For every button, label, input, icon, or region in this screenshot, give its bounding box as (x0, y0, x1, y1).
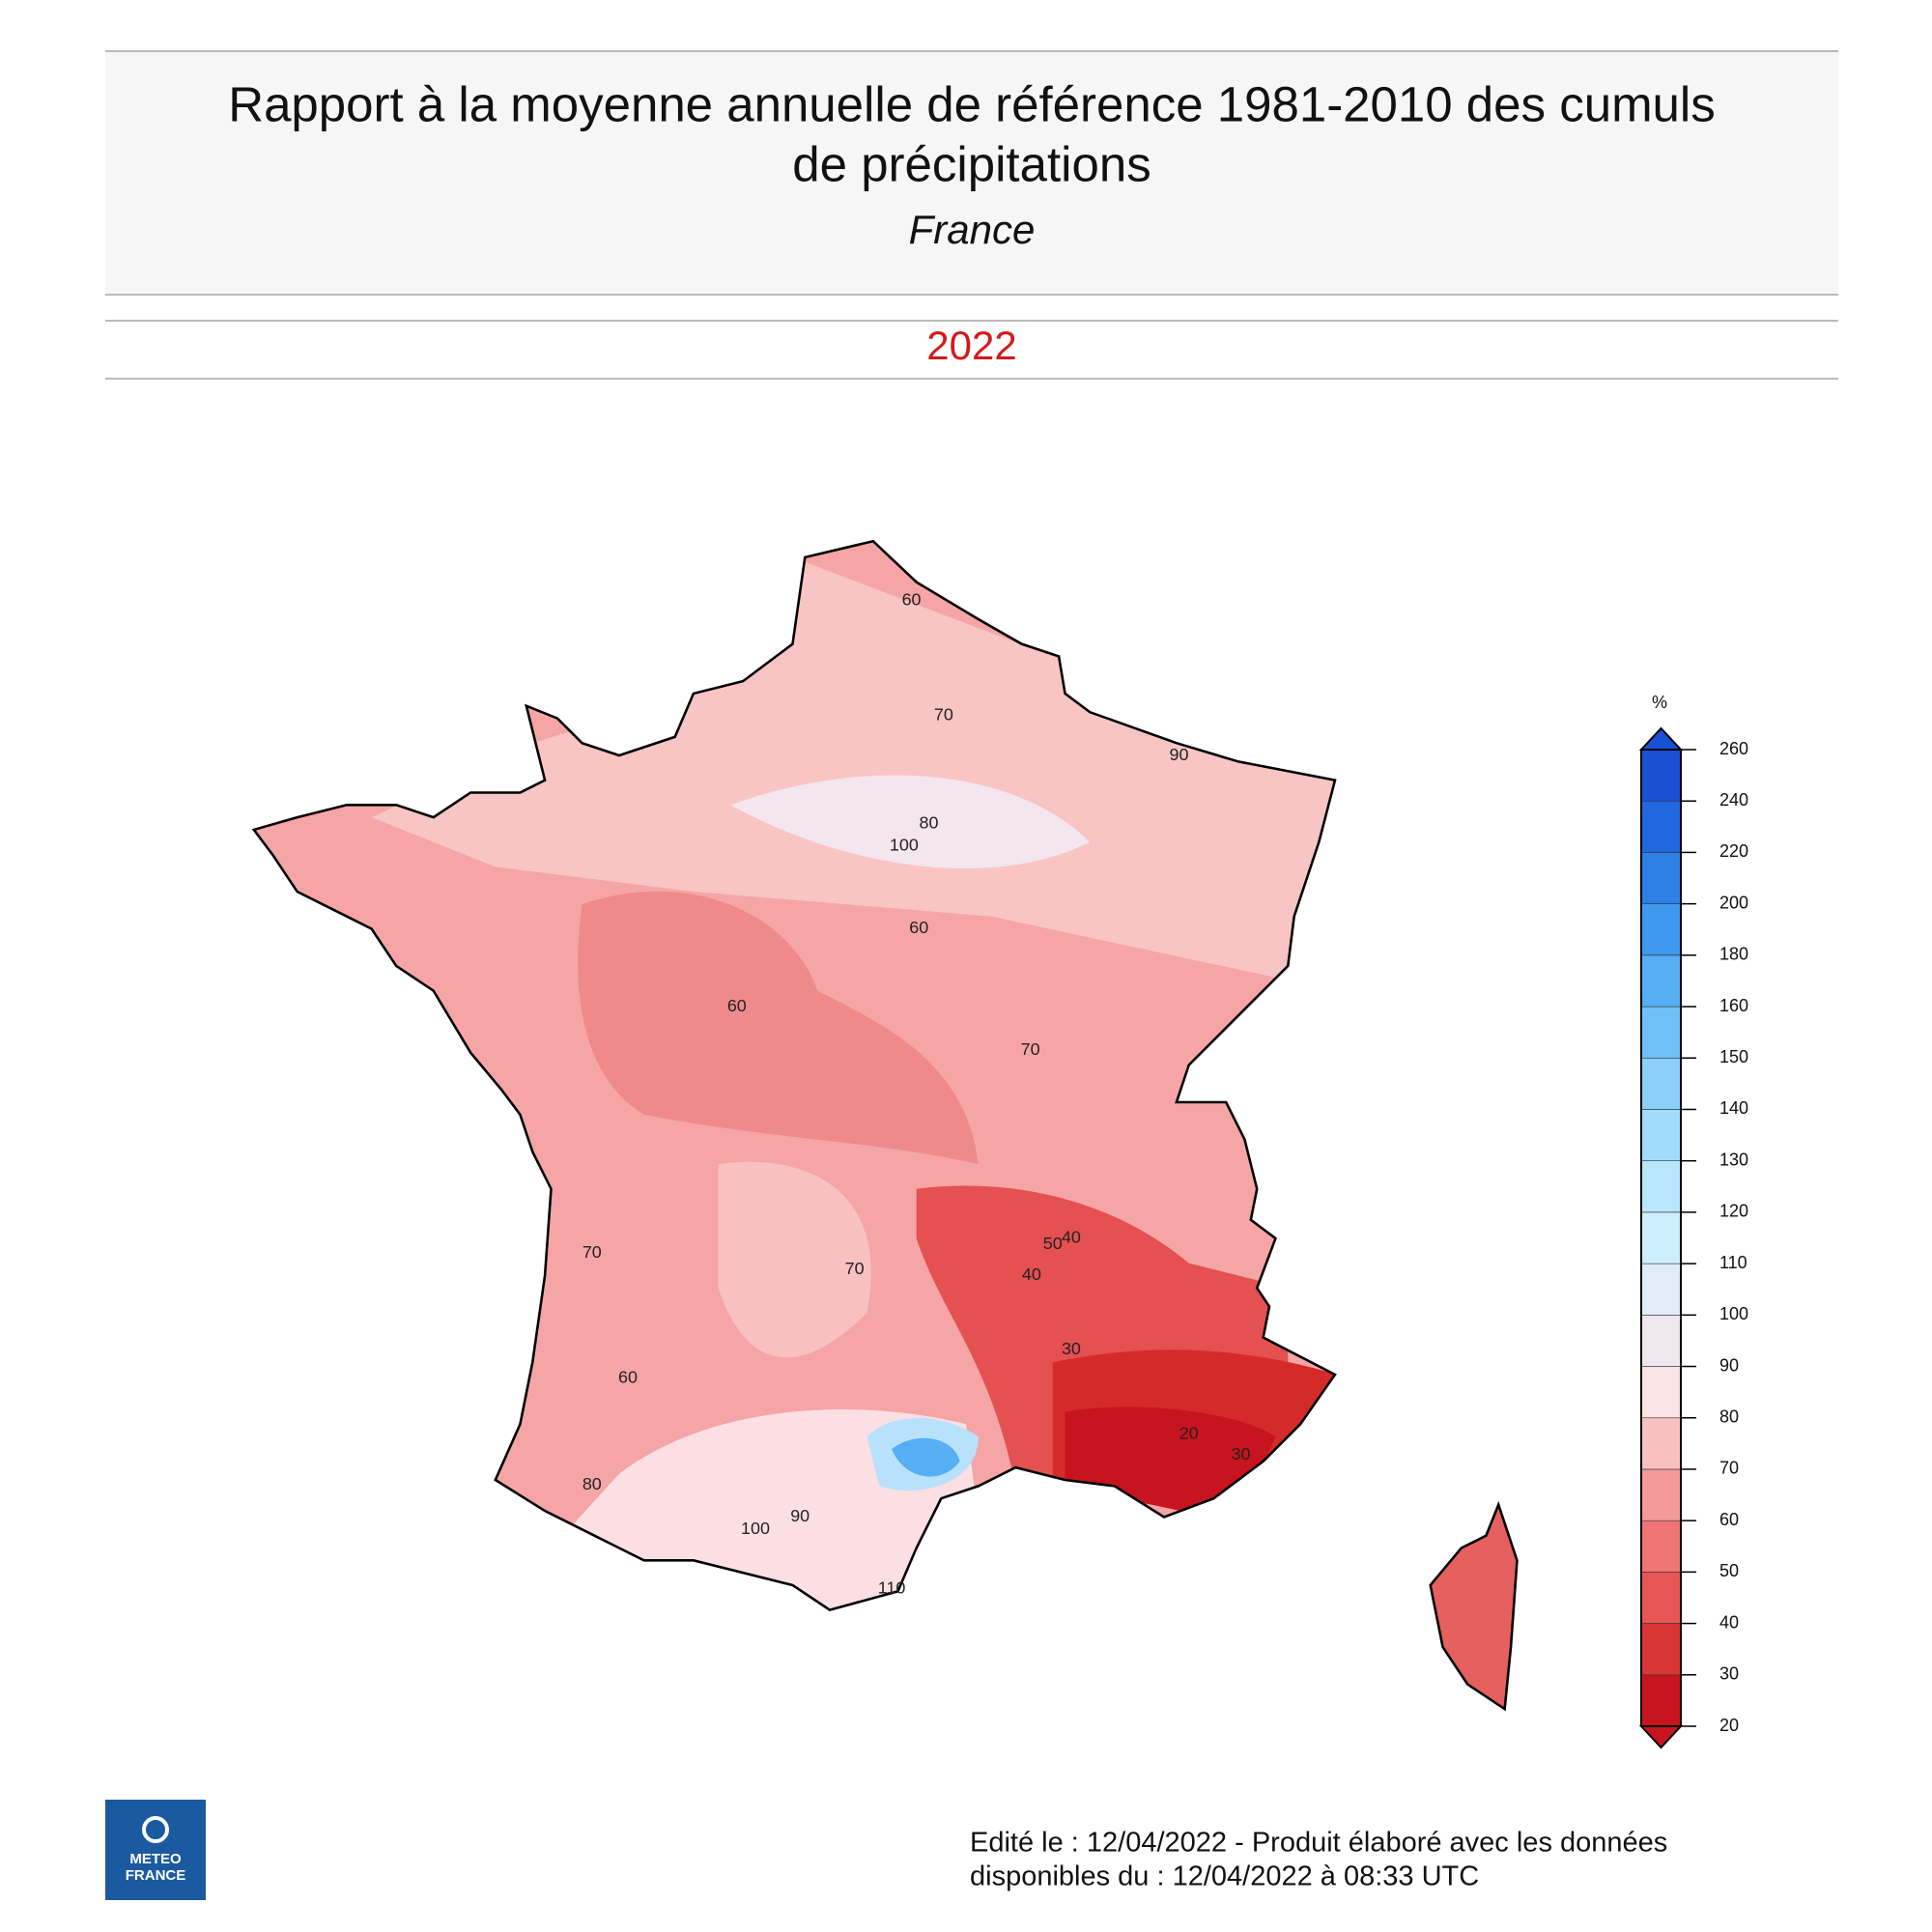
color-bin (1640, 1263, 1682, 1316)
color-bin (1640, 1366, 1682, 1419)
contour-label: 60 (902, 590, 922, 610)
contour-label: 60 (909, 918, 928, 937)
contour-label: 20 (1179, 1423, 1199, 1442)
logo-icon (142, 1816, 169, 1843)
title: de précipitations (792, 136, 1151, 191)
color-bin (1640, 1623, 1682, 1676)
legend-tick-label: 100 (1719, 1304, 1748, 1323)
color-bin (1640, 1211, 1682, 1264)
legend-tick-label: 90 (1719, 1355, 1739, 1375)
contour-label: 60 (618, 1368, 638, 1387)
contour-label: 100 (741, 1519, 770, 1538)
legend-tick-label: 60 (1719, 1510, 1739, 1529)
contour-label: 50 (1043, 1234, 1063, 1253)
color-bin (1640, 1315, 1682, 1367)
legend-tick-label: 70 (1719, 1459, 1739, 1478)
color-bin (1640, 1057, 1682, 1110)
color-bin (1640, 954, 1682, 1008)
arrow-top (1638, 726, 1684, 751)
legend-tick-label: 30 (1719, 1664, 1739, 1684)
colorbar-frame (1640, 749, 1682, 1727)
legend-tick-label: 40 (1719, 1612, 1739, 1632)
footer: disponibles du : 12/04/2022 à 08:33 UTC (970, 1861, 1479, 1892)
legend-tick-label: 260 (1719, 739, 1748, 758)
contour-label: 100 (890, 835, 919, 854)
title: Rapport à la moyenne annuelle de référen… (228, 76, 1716, 131)
contour-label: 40 (1022, 1264, 1041, 1284)
color-bin (1640, 1520, 1682, 1573)
contour-label: 80 (582, 1474, 602, 1493)
color-bin (1640, 1468, 1682, 1521)
contour-label: 110 (878, 1578, 906, 1598)
logo-text: FRANCE (126, 1867, 186, 1884)
legend-tick-label: 240 (1719, 790, 1748, 810)
subtitle: France (909, 207, 1036, 252)
legend-tick-label: 80 (1719, 1406, 1739, 1426)
legend-tick-label: 200 (1719, 893, 1748, 912)
contour-label: 40 (1062, 1228, 1081, 1247)
contour-label: 80 (920, 812, 939, 832)
color-bin (1640, 1674, 1682, 1727)
footer: Edité le : 12/04/2022 - Produit élaboré … (970, 1828, 1667, 1859)
legend-tick-label: 120 (1719, 1202, 1748, 1221)
legend-tick-label: 180 (1719, 945, 1748, 964)
color-bin (1640, 1109, 1682, 1161)
arrow-bottom (1638, 1725, 1684, 1749)
color-bin (1640, 1160, 1682, 1213)
contour-label: 90 (1169, 745, 1188, 764)
color-bin (1640, 1006, 1682, 1059)
color-bin (1640, 800, 1682, 853)
contour-label: 60 (727, 996, 747, 1015)
contour-label: 30 (1232, 1444, 1251, 1463)
contour-label: 90 (790, 1506, 810, 1525)
color-bin (1640, 749, 1682, 802)
color-bin (1640, 903, 1682, 956)
legend-tick-label: 130 (1719, 1150, 1748, 1169)
legend: % 20 30 40 50 60 70 80 90 100 110 120 130 140 150 160 1… (1638, 693, 1748, 1749)
contour-label: 70 (934, 705, 953, 724)
contour-label: 70 (582, 1242, 602, 1262)
contour-label: 70 (1021, 1039, 1040, 1059)
color-bin (1640, 1417, 1682, 1470)
legend-unit: % (1652, 693, 1667, 712)
contour-label: 70 (845, 1259, 865, 1278)
logo-text: METEO (129, 1851, 182, 1867)
legend-tick-label: 160 (1719, 996, 1748, 1015)
legend-tick-label: 110 (1719, 1253, 1747, 1272)
legend-tick-label: 20 (1719, 1716, 1739, 1735)
legend-tick-label: 50 (1719, 1561, 1739, 1580)
contour-label: 30 (1062, 1339, 1081, 1358)
legend-tick-label: 140 (1719, 1098, 1748, 1118)
color-bin (1640, 852, 1682, 904)
header-box (105, 51, 1838, 295)
color-bin (1640, 1572, 1682, 1624)
year: 2022 (926, 323, 1016, 368)
legend-tick-label: 150 (1719, 1047, 1748, 1066)
legend-tick-label: 220 (1719, 841, 1748, 861)
